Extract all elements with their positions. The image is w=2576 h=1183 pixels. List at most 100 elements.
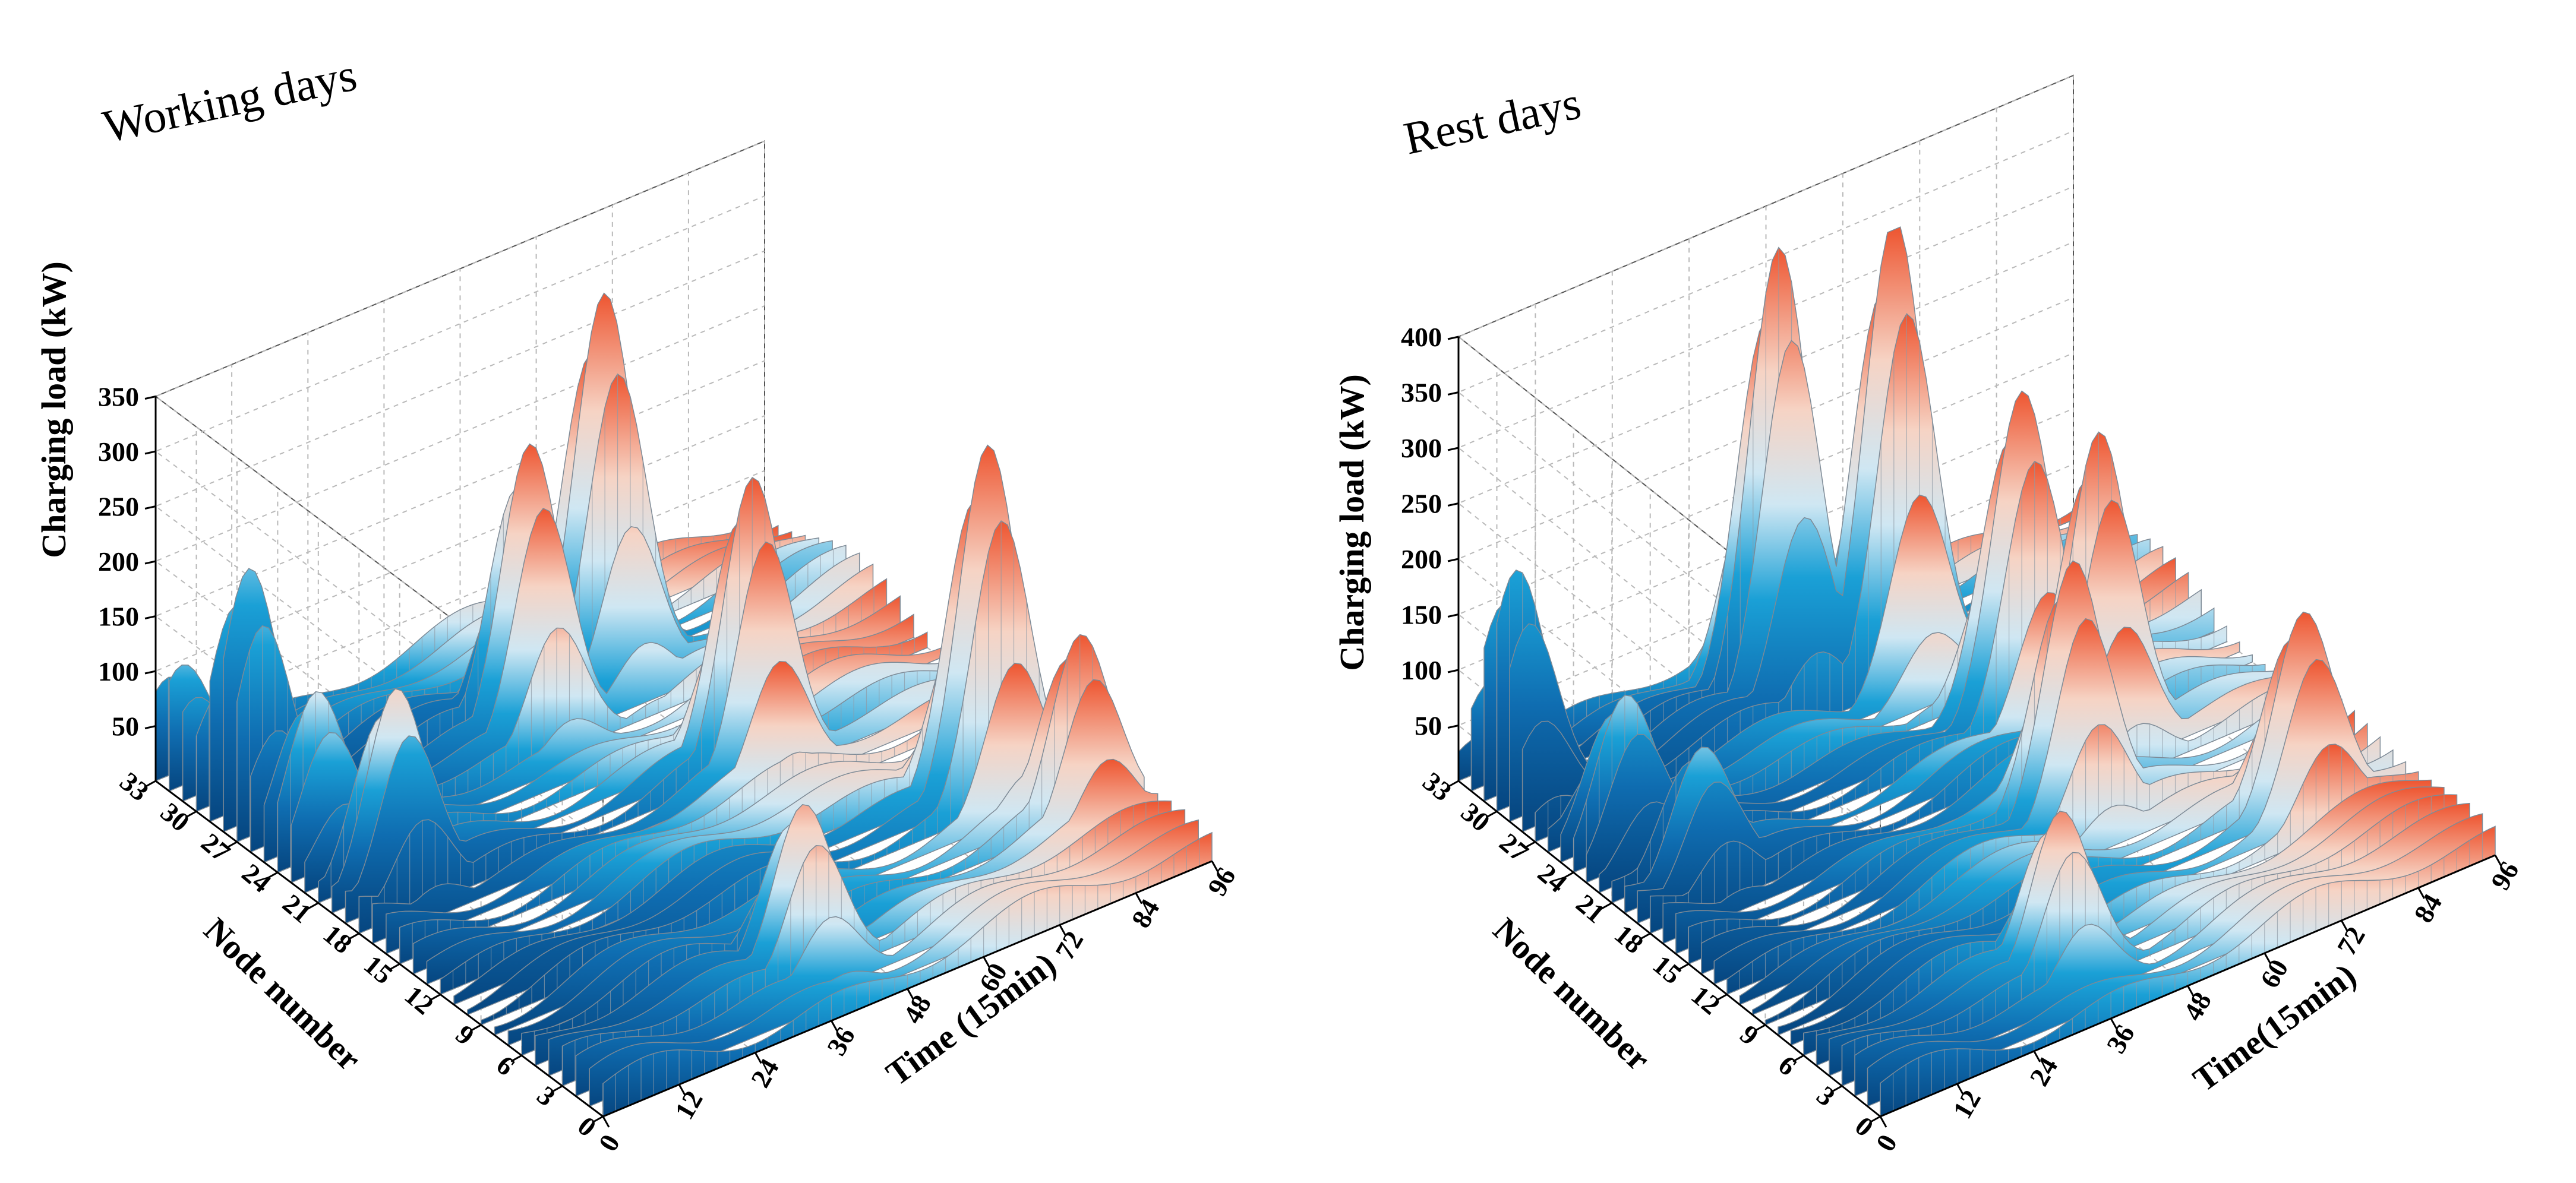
z-gridline	[154, 195, 765, 787]
x-tick-label: 60	[2254, 954, 2294, 993]
x-tick-label: 84	[2408, 889, 2448, 928]
x-tick-label: 0	[1870, 1130, 1903, 1156]
x-tick	[2264, 953, 2272, 964]
y-tick	[307, 902, 319, 910]
z-tick	[144, 560, 156, 565]
x-tick	[983, 956, 990, 968]
rest-days-chart: 0122436486072849603691215182124273033501…	[1333, 74, 2525, 1156]
x-tick	[2110, 1018, 2118, 1030]
surface-strip	[575, 809, 1186, 1097]
y-tick-label: 3	[531, 1080, 561, 1112]
z-tick-label: 50	[112, 711, 139, 742]
x-tick	[1135, 893, 1143, 904]
surface-strip	[372, 541, 982, 945]
x-tick	[1059, 924, 1067, 937]
y-tick	[1639, 932, 1651, 941]
z-tick	[144, 505, 156, 510]
y-tick-label: 33	[1417, 766, 1457, 807]
x-tick	[2340, 920, 2348, 932]
surface-strip	[1675, 627, 2291, 955]
z-tick-label: 150	[1401, 600, 1442, 630]
rest-days-title: Rest days	[1399, 77, 1585, 165]
z-tick	[144, 615, 156, 619]
y-tick	[1869, 1115, 1881, 1124]
x-tick-label: 96	[2485, 856, 2524, 895]
x-tick-label: 84	[1125, 894, 1165, 932]
z-tick	[1447, 613, 1459, 618]
z-tick	[1447, 725, 1459, 729]
y-tick	[1716, 994, 1728, 1001]
surface-strip	[1790, 659, 2407, 1046]
z-tick-label: 250	[1401, 489, 1442, 519]
x-tick-label: 24	[745, 1054, 785, 1092]
y-tick-label: 3	[1811, 1080, 1841, 1112]
y-tick-label: 6	[1773, 1049, 1802, 1081]
x-tick-label: 96	[1201, 862, 1241, 901]
y-tick-label: 9	[450, 1019, 480, 1051]
y-tick	[469, 1024, 482, 1032]
y-tick	[1562, 871, 1574, 880]
z-tick	[1447, 391, 1459, 396]
z-tick	[1447, 558, 1459, 562]
y-tick	[1524, 841, 1536, 849]
y-tick	[1485, 811, 1498, 818]
x-tick-label: 36	[2101, 1020, 2141, 1058]
y-tick	[1447, 780, 1459, 788]
y-tick	[266, 871, 279, 880]
x-tick	[678, 1084, 686, 1096]
working-days-surface	[155, 292, 1213, 1118]
y-tick	[185, 811, 197, 818]
y-tick	[1792, 1054, 1804, 1062]
z-tick-label: 300	[98, 436, 139, 467]
y-tick-label: 33	[114, 766, 154, 807]
z-tick	[144, 396, 156, 400]
surface-strip	[386, 661, 996, 955]
x-tick	[907, 988, 914, 1000]
x-tick	[2033, 1051, 2041, 1062]
z-gridline	[154, 250, 765, 843]
x-tick-label: 0	[592, 1130, 626, 1156]
y-tick	[1754, 1024, 1766, 1032]
y-tick	[144, 780, 156, 788]
z-tick	[144, 725, 156, 729]
z-tick-label: 200	[98, 546, 139, 577]
y-tick	[429, 994, 441, 1001]
z-tick	[1447, 447, 1459, 451]
z-tick-label: 150	[98, 602, 139, 632]
z-gridline	[154, 305, 765, 897]
y-axis-line	[1458, 780, 1881, 1118]
x-tick	[602, 1116, 610, 1128]
y-tick	[551, 1085, 563, 1093]
x-tick-label: 24	[2023, 1052, 2063, 1091]
y-tick	[388, 963, 400, 971]
z-tick-label: 50	[1415, 711, 1442, 741]
y-tick-label: 9	[1734, 1019, 1764, 1051]
x-tick-label: 48	[897, 990, 937, 1029]
z-tick-label: 200	[1401, 544, 1442, 574]
x-tick-label: 48	[2177, 987, 2217, 1026]
y-tick	[1677, 963, 1690, 971]
x-tick-label: 12	[669, 1086, 709, 1124]
z-tick-label: 250	[98, 492, 139, 522]
x-tick-label: 36	[821, 1021, 861, 1060]
z-tick-label: 100	[98, 656, 139, 687]
z-tick	[1447, 336, 1459, 340]
z-tick-label: 300	[1401, 433, 1442, 463]
z-tick-label: 100	[1401, 655, 1442, 685]
y-tick	[510, 1054, 522, 1062]
z-tick-label: 400	[1401, 322, 1442, 352]
y-tick	[348, 932, 360, 941]
y-tick-label: 6	[491, 1049, 520, 1081]
x-tick	[2417, 887, 2425, 899]
y-tick	[226, 841, 238, 849]
x-tick	[831, 1020, 838, 1032]
z-tick	[1447, 669, 1459, 673]
y-tick	[1600, 902, 1612, 910]
x-tick	[2187, 985, 2195, 997]
z-tick	[144, 670, 156, 675]
x-tick-label: 72	[2331, 922, 2371, 960]
working-days-z-axis-label: Charging load (kW)	[34, 261, 73, 558]
y-axis-line	[155, 780, 604, 1118]
x-tick	[1211, 861, 1219, 872]
